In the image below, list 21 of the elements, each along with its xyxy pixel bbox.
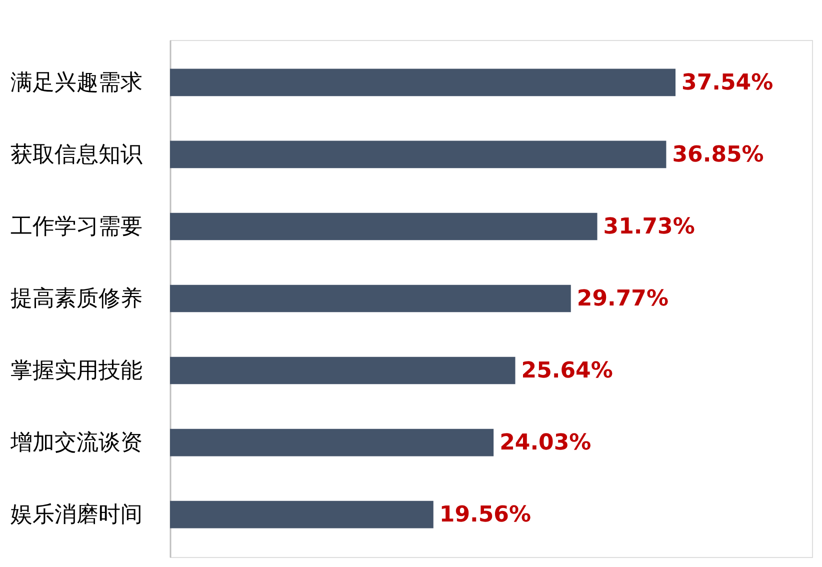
y-tick-label: 娱乐消磨时间 bbox=[10, 502, 142, 528]
bar bbox=[170, 68, 676, 96]
y-tick-label: 工作学习需要 bbox=[10, 214, 142, 240]
bar bbox=[170, 500, 434, 528]
bar bbox=[170, 356, 516, 384]
bar bbox=[170, 428, 494, 456]
data-label: 36.85% bbox=[672, 142, 764, 168]
y-tick-label: 增加交流谈资 bbox=[10, 430, 142, 456]
bar bbox=[170, 212, 598, 240]
y-tick-label: 提高素质修养 bbox=[10, 286, 142, 312]
bar bbox=[170, 284, 571, 312]
data-label: 19.56% bbox=[439, 502, 532, 528]
y-tick-label: 获取信息知识 bbox=[10, 142, 142, 168]
data-label: 31.73% bbox=[603, 214, 695, 240]
data-label: 24.03% bbox=[500, 430, 592, 456]
y-tick-label: 满足兴趣需求 bbox=[10, 70, 142, 96]
data-label: 25.64% bbox=[521, 358, 613, 384]
y-tick-label: 掌握实用技能 bbox=[10, 358, 142, 384]
data-label: 37.54% bbox=[682, 70, 774, 96]
bar bbox=[170, 140, 666, 168]
data-label: 29.77% bbox=[576, 286, 669, 312]
